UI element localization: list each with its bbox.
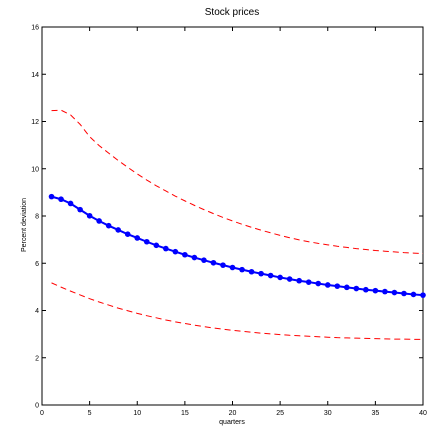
x-tick-label: 25: [276, 410, 284, 417]
data-point-estimate: [134, 235, 141, 241]
y-tick-label: 12: [31, 119, 39, 126]
data-point-estimate: [182, 251, 188, 258]
data-point-estimate: [163, 245, 169, 252]
data-point-estimate: [296, 277, 302, 284]
data-point-estimate: [153, 242, 160, 249]
data-point-estimate: [105, 222, 112, 229]
x-tick-label: 5: [88, 410, 92, 417]
data-point-estimate: [77, 206, 83, 213]
data-point-estimate: [305, 279, 312, 285]
data-point-estimate: [277, 274, 283, 281]
data-point-estimate: [420, 292, 426, 298]
data-point-estimate: [229, 264, 236, 271]
y-tick-label: 16: [31, 25, 39, 32]
data-point-estimate: [172, 248, 179, 255]
y-tick-label: 0: [35, 403, 39, 410]
data-point-estimate: [334, 283, 341, 289]
data-point-estimate: [410, 291, 417, 298]
data-point-estimate: [401, 290, 407, 297]
data-point-estimate: [124, 231, 131, 237]
data-point-estimate: [143, 238, 150, 245]
series-line-lower-band: [51, 282, 423, 340]
data-point-estimate: [220, 262, 226, 268]
data-point-estimate: [96, 218, 102, 224]
data-point-estimate: [67, 200, 74, 207]
y-tick-label: 4: [35, 308, 39, 315]
data-point-estimate: [344, 284, 350, 291]
data-point-estimate: [382, 288, 388, 295]
x-tick-label: 35: [371, 410, 379, 417]
x-tick-label: 20: [229, 410, 237, 417]
series-line-estimate: [51, 195, 424, 297]
data-point-estimate: [315, 280, 322, 287]
data-point-estimate: [353, 285, 360, 292]
series-line-upper-band: [51, 109, 424, 255]
x-tick-label: 0: [40, 410, 44, 417]
y-tick-label: 2: [35, 355, 39, 362]
chart-title: Stock prices: [205, 7, 259, 18]
data-point-estimate: [267, 272, 274, 279]
data-point-estimate: [48, 193, 55, 200]
data-point-estimate: [286, 276, 293, 282]
data-point-estimate: [363, 286, 369, 293]
y-tick-label: 10: [31, 166, 39, 173]
series-layer: [48, 109, 426, 340]
axis-ticks: 0 5 10 15 20 25 30 35 40 0 2 4 6 8 10 12 14 16: [31, 25, 427, 418]
data-point-estimate: [258, 270, 264, 277]
x-tick-label: 30: [324, 410, 332, 417]
data-point-estimate: [58, 196, 64, 203]
data-point-estimate: [201, 257, 207, 263]
y-tick-label: 14: [31, 72, 39, 79]
data-point-estimate: [324, 282, 331, 288]
y-tick-label: 8: [35, 214, 39, 221]
plot-frame: [41, 26, 424, 406]
data-point-estimate: [115, 227, 121, 233]
data-point-estimate: [372, 287, 379, 294]
data-point-estimate: [391, 289, 398, 296]
x-axis-label: quarters: [219, 419, 245, 426]
x-tick-label: 15: [181, 410, 189, 417]
data-point-estimate: [239, 266, 245, 273]
y-tick-label: 6: [35, 261, 39, 268]
x-tick-label: 10: [133, 410, 141, 417]
data-point-estimate: [86, 212, 93, 219]
y-axis-label: Percent deviation: [21, 198, 28, 252]
data-point-estimate: [248, 268, 255, 275]
data-point-estimate: [191, 254, 198, 261]
data-point-estimate: [210, 259, 217, 266]
x-tick-label: 40: [419, 410, 427, 417]
